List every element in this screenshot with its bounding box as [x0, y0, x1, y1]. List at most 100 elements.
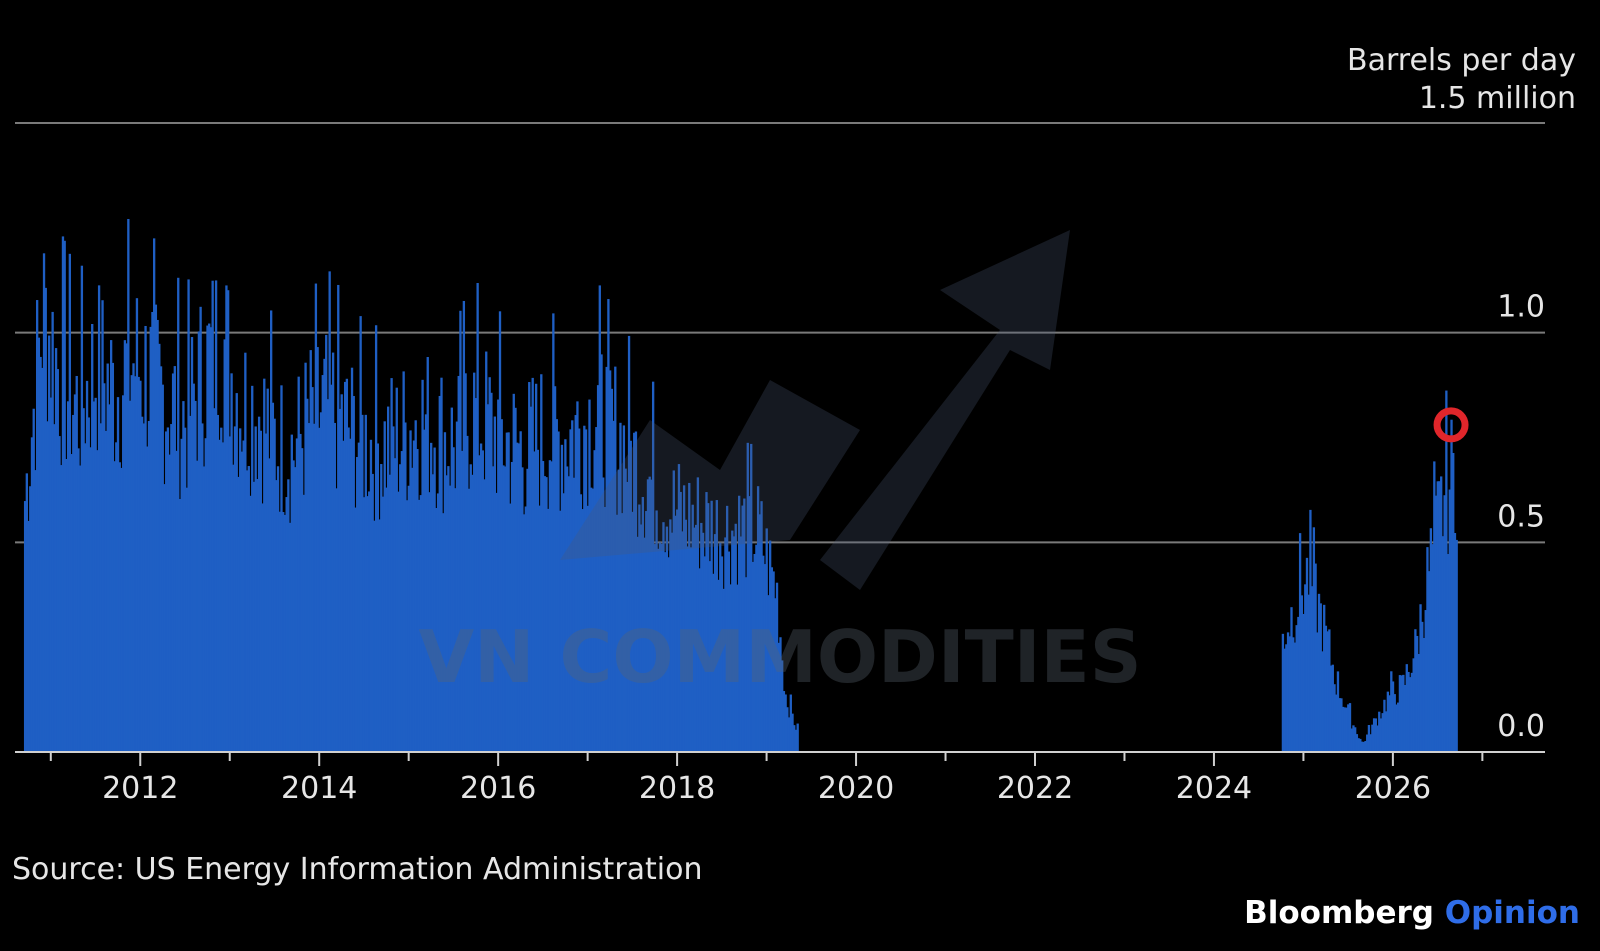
bar	[510, 461, 514, 752]
bar	[459, 310, 462, 752]
bar	[682, 485, 686, 752]
bar	[213, 408, 216, 752]
bar	[220, 427, 223, 752]
bar	[476, 283, 479, 752]
bar	[259, 430, 262, 752]
bar	[670, 532, 674, 752]
bar	[1329, 665, 1333, 752]
bar	[672, 470, 675, 752]
bar	[343, 381, 347, 752]
bar	[1422, 638, 1426, 752]
bar	[314, 283, 318, 752]
bar	[359, 316, 362, 752]
bar	[216, 414, 219, 752]
x-tick-label: 2014	[281, 771, 357, 806]
bar	[414, 420, 417, 752]
bar	[1397, 702, 1400, 752]
bar	[1402, 674, 1405, 752]
bar	[392, 426, 395, 752]
bar	[490, 392, 493, 752]
bar	[688, 482, 691, 752]
bar	[674, 515, 677, 752]
bar	[357, 442, 361, 752]
bar	[266, 388, 269, 752]
watermark-text: VN COMMODITIES	[418, 615, 1141, 699]
bar	[552, 313, 555, 752]
bar	[178, 499, 182, 752]
bar	[75, 375, 78, 752]
bar	[158, 343, 161, 752]
bar	[581, 509, 584, 752]
bar	[252, 481, 256, 752]
bar	[201, 423, 204, 752]
bar	[1438, 481, 1441, 752]
bar	[1429, 528, 1433, 752]
bar	[80, 265, 84, 752]
bar	[134, 376, 137, 752]
bar	[760, 501, 763, 752]
bar	[127, 218, 130, 753]
bar	[263, 378, 266, 752]
bar	[290, 434, 293, 752]
bar	[1415, 635, 1419, 752]
bar	[648, 476, 651, 752]
bar	[779, 637, 782, 752]
highlight-marker	[1433, 407, 1469, 443]
bar	[48, 335, 51, 752]
bar	[387, 406, 390, 752]
bar	[793, 725, 796, 752]
bar	[1450, 419, 1453, 752]
bar	[316, 347, 319, 752]
bar	[753, 553, 756, 752]
bar	[626, 481, 629, 752]
bar	[1436, 481, 1439, 752]
bar	[108, 404, 111, 752]
bar	[579, 494, 583, 752]
bar	[354, 507, 357, 752]
bar	[1453, 532, 1457, 752]
bar	[517, 443, 521, 752]
bar	[617, 469, 620, 752]
bar	[1362, 741, 1365, 752]
bar	[1288, 636, 1291, 752]
bar	[624, 468, 627, 752]
bar	[1336, 671, 1340, 752]
bar	[1357, 738, 1360, 752]
bar	[514, 407, 517, 752]
bar	[404, 422, 407, 752]
bar	[433, 447, 436, 752]
bar	[156, 319, 159, 752]
bar	[498, 311, 502, 752]
bar	[719, 542, 722, 752]
bar	[660, 543, 663, 752]
bar	[1297, 616, 1300, 752]
bar	[755, 544, 758, 752]
bar	[146, 446, 149, 752]
bar	[101, 300, 104, 752]
bar	[486, 404, 490, 752]
bar	[366, 496, 369, 752]
bar	[106, 363, 109, 752]
bar	[151, 311, 154, 752]
bar	[777, 642, 780, 752]
bar	[163, 484, 166, 752]
bar	[787, 717, 791, 752]
bar	[710, 500, 713, 752]
bar	[497, 399, 500, 752]
bar	[1298, 533, 1302, 752]
bar	[177, 277, 180, 752]
bar-series	[23, 218, 1458, 753]
bar	[1424, 610, 1427, 752]
bar	[435, 508, 438, 752]
bar	[460, 450, 464, 752]
bar	[605, 366, 608, 752]
bar	[614, 366, 617, 752]
bar	[1407, 671, 1410, 752]
bar	[96, 450, 99, 752]
bar	[44, 287, 47, 752]
bar	[285, 497, 288, 752]
bar	[171, 373, 175, 752]
bar	[775, 582, 779, 752]
unit-label-line2: 1.5 million	[1418, 81, 1576, 116]
bar	[495, 492, 498, 752]
